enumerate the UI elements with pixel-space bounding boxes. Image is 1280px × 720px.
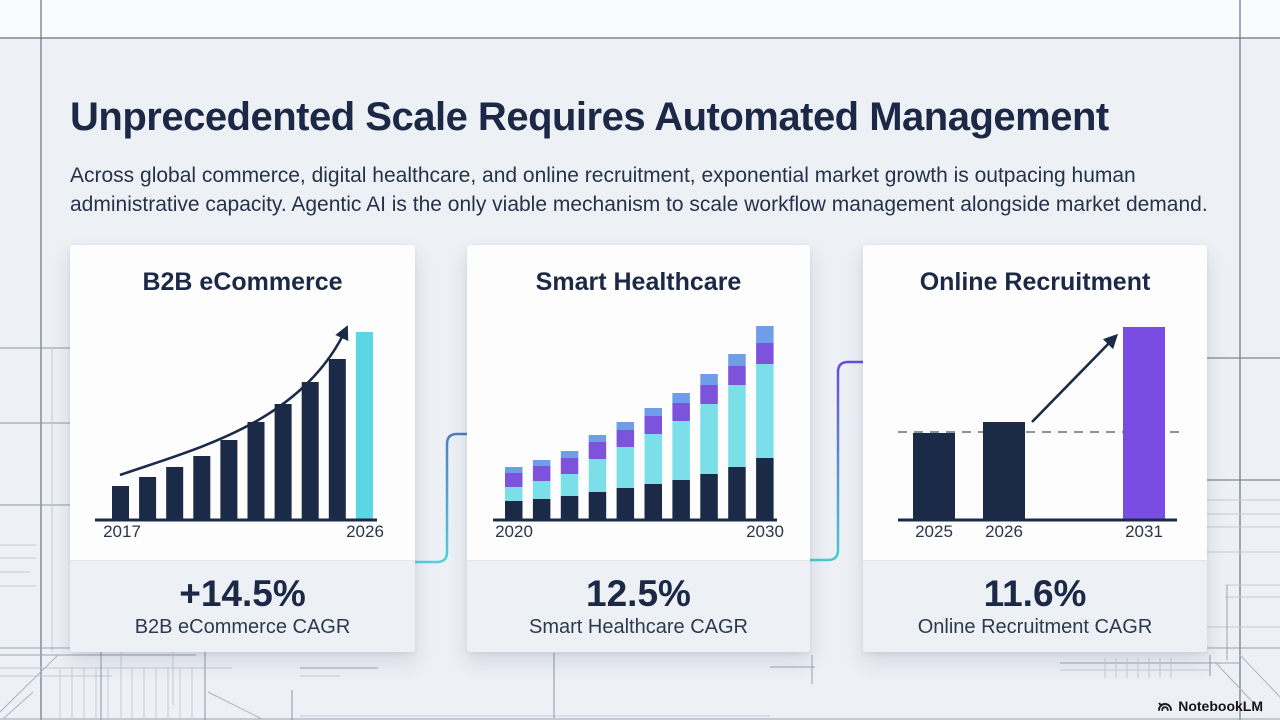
online-recruitment-bar-chart: 2025 2026 2031 bbox=[898, 327, 1181, 541]
deco-ruler-ticks bbox=[59, 658, 1172, 718]
notebooklm-logo: NotebookLM bbox=[1157, 698, 1263, 714]
stat-label-recruitment: Online Recruitment CAGR bbox=[917, 615, 1153, 638]
card-smart-healthcare: 2020 2030 Smart Healthcare 12.5% Smart He… bbox=[467, 245, 810, 652]
deco-bottom-verticals bbox=[100, 648, 1211, 720]
card-title-b2b: B2B eCommerce bbox=[142, 268, 343, 296]
x-tick-label: 2031 bbox=[1125, 522, 1163, 541]
x-tick-label: 2025 bbox=[915, 522, 953, 541]
page-title: Unprecedented Scale Requires Automated M… bbox=[70, 94, 1109, 139]
x-tick-label: 2017 bbox=[103, 522, 141, 541]
smart-healthcare-stacked-bar-chart: 2020 2030 bbox=[493, 326, 784, 541]
page-subtitle: Across global commerce, digital healthca… bbox=[70, 164, 1208, 216]
notebooklm-icon bbox=[1158, 702, 1173, 711]
deco-left-lines bbox=[0, 347, 78, 506]
notebooklm-logo-text: NotebookLM bbox=[1178, 698, 1263, 714]
deco-right-vertical bbox=[1207, 585, 1280, 660]
deco-right-lines bbox=[1207, 357, 1280, 481]
card-title-healthcare: Smart Healthcare bbox=[535, 268, 742, 296]
stat-value-healthcare: 12.5% bbox=[586, 572, 691, 614]
x-tick-label: 2020 bbox=[495, 522, 533, 541]
connector-healthcare-to-recruitment bbox=[810, 360, 864, 562]
deco-right-faint bbox=[1207, 499, 1280, 628]
top-margin-strip bbox=[0, 0, 1280, 38]
stat-value-b2b: +14.5% bbox=[179, 572, 306, 614]
stat-value-recruitment: 11.6% bbox=[983, 572, 1087, 614]
x-tick-label: 2030 bbox=[746, 522, 784, 541]
card-b2b-ecommerce: 2017 2026 B2B eCommerce +14.5% B2B eComme… bbox=[70, 245, 415, 652]
deco-bottom-faint bbox=[0, 648, 1210, 720]
b2b-ecommerce-bar-chart: 2017 2026 bbox=[95, 325, 384, 541]
card-footer-b2b: +14.5% B2B eCommerce CAGR bbox=[70, 560, 415, 652]
card-title-recruitment: Online Recruitment bbox=[919, 268, 1151, 296]
card-online-recruitment: 2025 2026 2031 Online Recruitment 11.6% On… bbox=[863, 245, 1207, 652]
card-footer-recruitment: 11.6% Online Recruitment CAGR bbox=[863, 560, 1207, 652]
stat-label-b2b: B2B eCommerce CAGR bbox=[134, 615, 351, 638]
stat-label-healthcare: Smart Healthcare CAGR bbox=[529, 615, 748, 638]
connector-b2b-to-healthcare bbox=[415, 432, 468, 564]
x-tick-label: 2026 bbox=[985, 522, 1023, 541]
x-tick-label: 2026 bbox=[346, 522, 384, 541]
deco-left-faint bbox=[0, 348, 53, 652]
deco-diagonals bbox=[0, 654, 1280, 720]
card-footer-healthcare: 12.5% Smart Healthcare CAGR bbox=[467, 560, 810, 652]
